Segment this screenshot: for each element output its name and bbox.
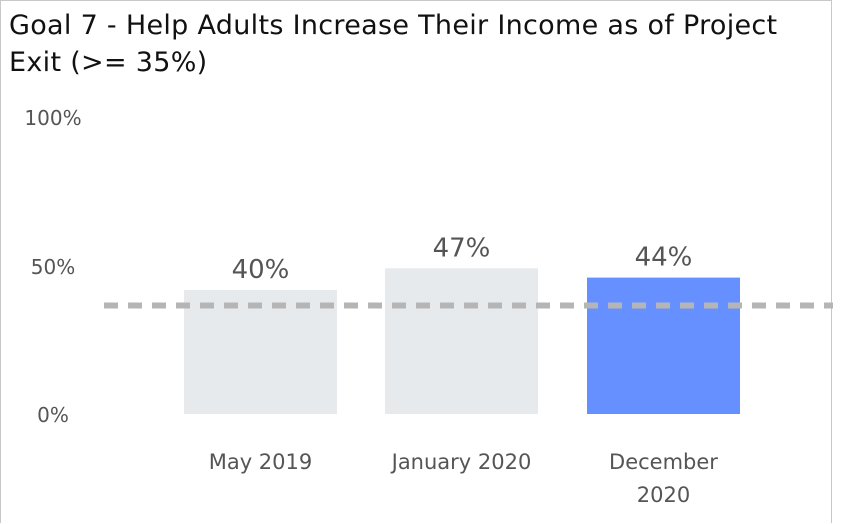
y-tick-label: 0% <box>37 403 69 427</box>
y-tick-label: 100% <box>24 106 81 130</box>
data-label-3: 44% <box>635 243 693 273</box>
y-tick-label: 50% <box>31 255 75 279</box>
data-label-1: 40% <box>232 255 290 285</box>
bar-1 <box>184 290 337 414</box>
data-label-2: 47% <box>433 233 491 263</box>
category-label-1: May 2019 <box>209 450 313 474</box>
bar-2 <box>385 268 538 414</box>
category-label-3: December <box>609 450 718 474</box>
category-label-3: 2020 <box>637 483 690 507</box>
chart-title: Goal 7 - Help Adults Increase Their Inco… <box>9 10 778 78</box>
category-label-2: January 2020 <box>390 450 532 474</box>
bar-3 <box>587 277 740 414</box>
